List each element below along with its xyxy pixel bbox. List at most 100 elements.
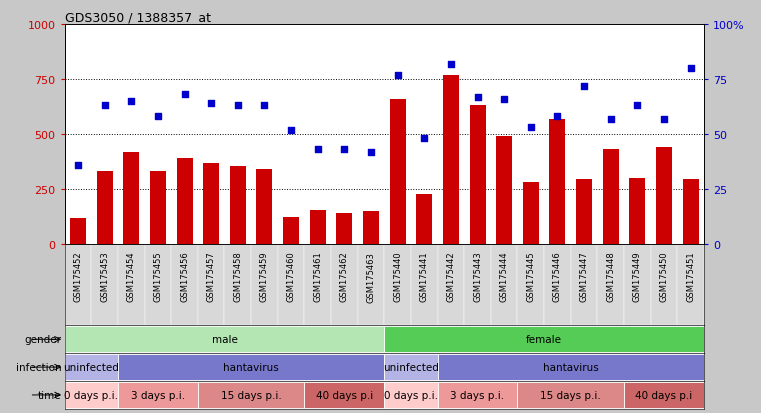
Bar xyxy=(656,148,672,244)
Text: GSM175452: GSM175452 xyxy=(74,251,82,301)
Bar xyxy=(150,172,166,244)
Bar xyxy=(438,354,704,380)
Bar xyxy=(177,159,193,244)
Point xyxy=(604,116,616,123)
Text: GSM175456: GSM175456 xyxy=(180,251,189,302)
Bar xyxy=(171,244,198,325)
Bar xyxy=(224,244,251,325)
Bar xyxy=(384,354,438,380)
Text: GSM175447: GSM175447 xyxy=(580,251,588,302)
Text: GSM175440: GSM175440 xyxy=(393,251,402,301)
Bar xyxy=(97,172,113,244)
Point xyxy=(498,96,510,103)
Bar xyxy=(304,244,331,325)
Bar xyxy=(198,244,224,325)
Point xyxy=(444,61,457,68)
Text: GSM175441: GSM175441 xyxy=(420,251,428,301)
Text: GSM175455: GSM175455 xyxy=(154,251,162,301)
Point xyxy=(205,101,218,107)
Text: GSM175446: GSM175446 xyxy=(553,251,562,302)
Bar xyxy=(363,211,379,244)
Text: 0 days p.i.: 0 days p.i. xyxy=(65,390,118,400)
Bar xyxy=(571,244,597,325)
Bar xyxy=(464,244,491,325)
Bar xyxy=(123,152,139,244)
Point xyxy=(471,94,484,101)
Bar xyxy=(256,170,272,244)
Text: hantavirus: hantavirus xyxy=(223,362,279,372)
Point xyxy=(98,103,111,109)
Bar xyxy=(624,244,651,325)
Bar xyxy=(544,244,571,325)
Bar xyxy=(470,106,486,244)
Bar xyxy=(65,354,118,380)
Point xyxy=(524,125,537,131)
Text: GSM175445: GSM175445 xyxy=(527,251,535,301)
Bar xyxy=(118,382,198,408)
Text: 40 days p.i: 40 days p.i xyxy=(316,390,373,400)
Point xyxy=(338,147,350,153)
Text: uninfected: uninfected xyxy=(63,362,119,372)
Point xyxy=(125,98,137,105)
Bar xyxy=(331,244,358,325)
Bar xyxy=(278,244,304,325)
Text: uninfected: uninfected xyxy=(383,362,439,372)
Text: 3 days p.i.: 3 days p.i. xyxy=(131,390,185,400)
Point xyxy=(684,65,696,72)
Point xyxy=(231,103,244,109)
Text: GSM175460: GSM175460 xyxy=(287,251,295,302)
Text: hantavirus: hantavirus xyxy=(543,362,599,372)
Text: GSM175453: GSM175453 xyxy=(100,251,109,302)
Text: GSM175450: GSM175450 xyxy=(660,251,668,301)
Point xyxy=(631,103,643,109)
Bar xyxy=(443,75,459,244)
Bar xyxy=(624,382,704,408)
Text: GSM175442: GSM175442 xyxy=(447,251,455,301)
Bar xyxy=(491,244,517,325)
Bar xyxy=(438,244,464,325)
Bar xyxy=(198,382,304,408)
Bar xyxy=(91,244,118,325)
Bar xyxy=(310,211,326,244)
Text: 0 days p.i.: 0 days p.i. xyxy=(384,390,438,400)
Bar xyxy=(416,194,432,244)
Point xyxy=(365,149,377,156)
Text: 15 days p.i.: 15 days p.i. xyxy=(221,390,282,400)
Point xyxy=(658,116,670,123)
Text: GSM175443: GSM175443 xyxy=(473,251,482,302)
Bar xyxy=(65,327,384,352)
Bar xyxy=(70,218,86,244)
Bar xyxy=(384,327,704,352)
Bar xyxy=(677,244,704,325)
Bar xyxy=(384,244,411,325)
Bar xyxy=(629,179,645,244)
Text: gender: gender xyxy=(24,335,62,344)
Point xyxy=(258,103,271,109)
Text: male: male xyxy=(212,335,237,344)
Bar xyxy=(411,244,438,325)
Bar xyxy=(230,166,246,244)
Bar xyxy=(683,180,699,244)
Text: 40 days p.i: 40 days p.i xyxy=(635,390,693,400)
Point xyxy=(419,136,431,142)
Bar xyxy=(203,163,219,244)
Point xyxy=(391,72,403,78)
Bar xyxy=(603,150,619,244)
Text: GSM175459: GSM175459 xyxy=(260,251,269,301)
Point xyxy=(151,114,164,121)
Point xyxy=(551,114,563,121)
Text: GSM175444: GSM175444 xyxy=(500,251,508,301)
Bar xyxy=(517,382,624,408)
Point xyxy=(178,92,190,98)
Text: GSM175462: GSM175462 xyxy=(340,251,349,302)
Text: GSM175458: GSM175458 xyxy=(234,251,242,302)
Bar xyxy=(651,244,677,325)
Text: GSM175448: GSM175448 xyxy=(607,251,615,302)
Text: GDS3050 / 1388357_at: GDS3050 / 1388357_at xyxy=(65,11,211,24)
Text: female: female xyxy=(526,335,562,344)
Bar xyxy=(118,354,384,380)
Point xyxy=(72,162,84,169)
Text: GSM175461: GSM175461 xyxy=(314,251,322,302)
Bar xyxy=(517,244,544,325)
Point xyxy=(312,147,324,153)
